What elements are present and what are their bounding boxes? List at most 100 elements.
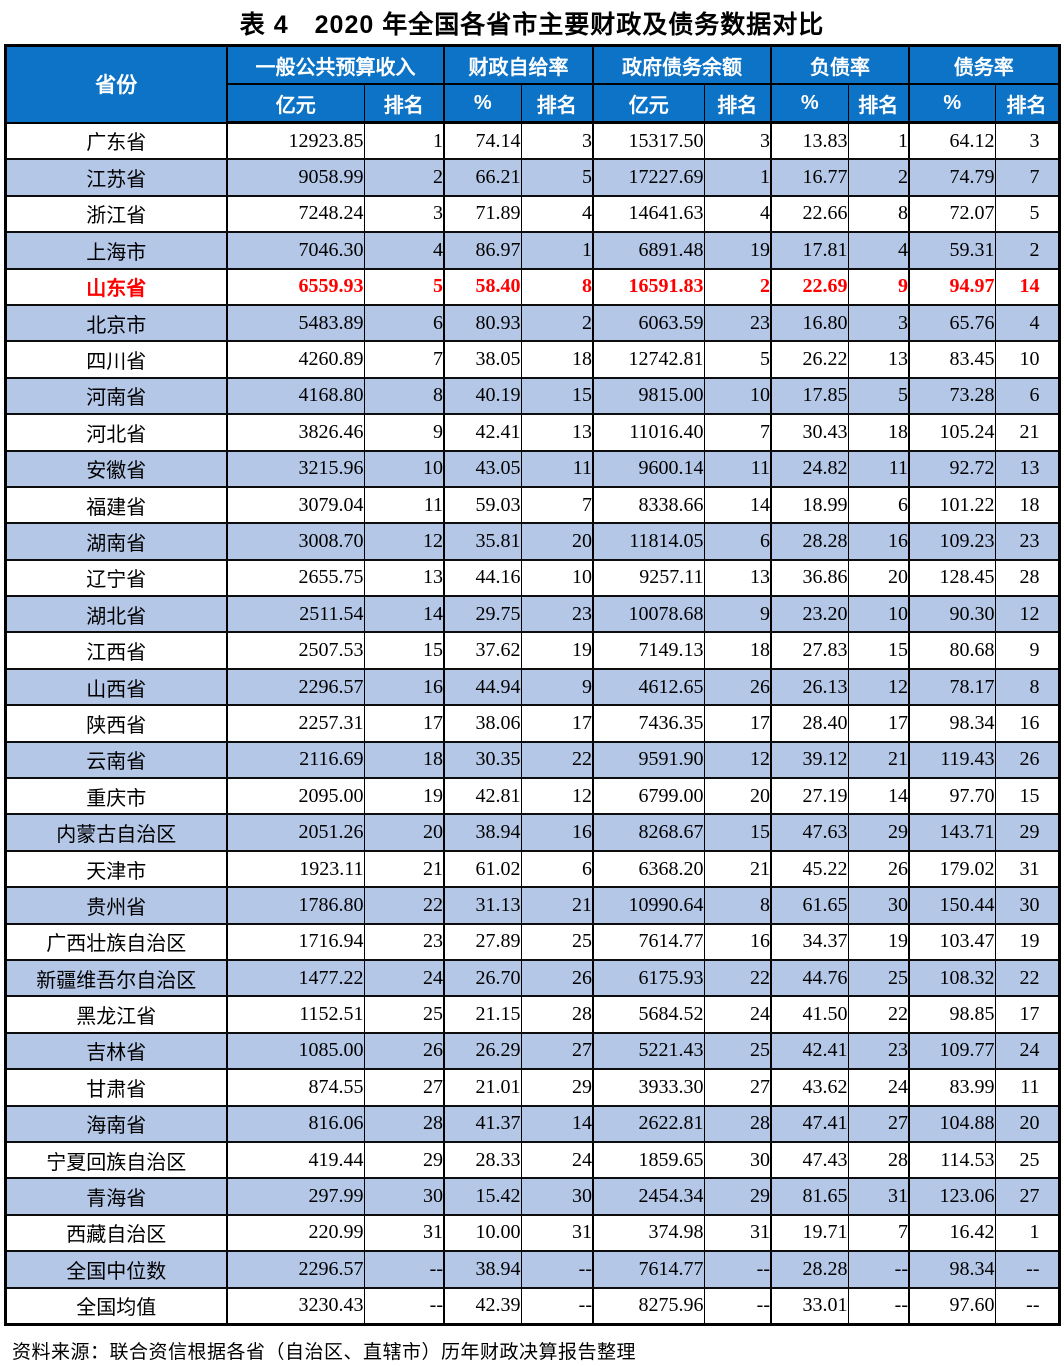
- value-cell: 4: [847, 231, 910, 270]
- value-cell: 9058.99: [226, 158, 365, 197]
- value-cell: 20: [363, 813, 445, 852]
- value-cell: 22.69: [770, 267, 849, 306]
- value-cell: 7046.30: [226, 231, 365, 270]
- value-cell: 1: [847, 121, 910, 161]
- value-cell: 16.77: [770, 158, 849, 197]
- province-cell: 全国均值: [4, 1286, 228, 1326]
- value-cell: 31: [994, 849, 1060, 889]
- value-cell: 14: [520, 1104, 594, 1143]
- value-cell: 38.94: [443, 813, 522, 852]
- table-row: 四川省 4260.89 7 38.05 18 12742.81 5 26.22 …: [4, 340, 1060, 379]
- value-cell: 21: [703, 849, 772, 889]
- value-cell: 26.13: [770, 667, 849, 707]
- value-cell: 4: [994, 303, 1060, 343]
- value-cell: 18: [363, 740, 445, 780]
- value-cell: 2622.81: [592, 1104, 705, 1143]
- value-cell: 13: [363, 558, 445, 598]
- value-cell: 109.77: [908, 1031, 996, 1071]
- value-cell: 20: [520, 522, 594, 561]
- value-cell: 7: [994, 158, 1060, 197]
- table-row: 宁夏回族自治区 419.44 29 28.33 24 1859.65 30 47…: [4, 1140, 1060, 1180]
- value-cell: 19.71: [770, 1213, 849, 1253]
- province-cell: 陕西省: [4, 704, 228, 743]
- value-cell: 105.24: [908, 413, 996, 452]
- value-cell: 73.28: [908, 376, 996, 416]
- value-cell: 28: [363, 1104, 445, 1143]
- value-cell: 19: [520, 631, 594, 670]
- value-cell: 2051.26: [226, 813, 365, 852]
- value-cell: 12: [994, 595, 1060, 634]
- value-cell: 42.41: [443, 413, 522, 452]
- value-cell: 30: [994, 886, 1060, 925]
- value-cell: 10: [703, 376, 772, 416]
- table-row: 福建省 3079.04 11 59.03 7 8338.66 14 18.99 …: [4, 485, 1060, 525]
- table-row: 黑龙江省 1152.51 25 21.15 28 5684.52 24 41.5…: [4, 995, 1060, 1034]
- value-cell: 27: [703, 1068, 772, 1107]
- value-cell: 23.20: [770, 595, 849, 634]
- value-cell: 42.81: [443, 777, 522, 816]
- value-cell: 17227.69: [592, 158, 705, 197]
- value-cell: 13: [703, 558, 772, 598]
- value-cell: 44.76: [770, 958, 849, 998]
- value-cell: 874.55: [226, 1068, 365, 1107]
- value-cell: 26: [847, 849, 910, 889]
- value-cell: 47.41: [770, 1104, 849, 1143]
- table-row: 江西省 2507.53 15 37.62 19 7149.13 18 27.83…: [4, 631, 1060, 670]
- value-cell: 81.65: [770, 1177, 849, 1216]
- value-cell: 7149.13: [592, 631, 705, 670]
- value-cell: 12: [363, 522, 445, 561]
- value-cell: 6: [520, 849, 594, 889]
- value-cell: 27.19: [770, 777, 849, 816]
- value-cell: 3: [520, 121, 594, 161]
- value-cell: 6559.93: [226, 267, 365, 306]
- value-cell: 15: [520, 376, 594, 416]
- value-cell: 94.97: [908, 267, 996, 306]
- value-cell: 10: [363, 449, 445, 488]
- value-cell: 14: [994, 267, 1060, 306]
- value-cell: 6: [847, 485, 910, 525]
- value-cell: 11: [520, 449, 594, 488]
- value-cell: 6368.20: [592, 849, 705, 889]
- province-cell: 福建省: [4, 485, 228, 525]
- value-cell: 10: [847, 595, 910, 634]
- value-cell: 10: [520, 558, 594, 598]
- province-cell: 青海省: [4, 1177, 228, 1216]
- table-row: 江苏省 9058.99 2 66.21 5 17227.69 1 16.77 2…: [4, 158, 1060, 197]
- value-cell: 17: [703, 704, 772, 743]
- header-group-debt-ratio: 债务率: [908, 44, 1060, 85]
- province-cell: 山西省: [4, 667, 228, 707]
- table-row: 贵州省 1786.80 22 31.13 21 10990.64 8 61.65…: [4, 886, 1060, 925]
- value-cell: 13.83: [770, 121, 849, 161]
- table-row: 广东省 12923.85 1 74.14 3 15317.50 3 13.83 …: [4, 121, 1060, 161]
- value-cell: 1477.22: [226, 958, 365, 998]
- value-cell: 2116.69: [226, 740, 365, 780]
- province-cell: 浙江省: [4, 194, 228, 234]
- value-cell: 9815.00: [592, 376, 705, 416]
- header-rank-1: 排名: [363, 83, 445, 124]
- value-cell: 220.99: [226, 1213, 365, 1253]
- value-cell: 30.35: [443, 740, 522, 780]
- value-cell: 58.40: [443, 267, 522, 306]
- header-group-self-sufficiency: 财政自给率: [443, 44, 594, 85]
- value-cell: 11016.40: [592, 413, 705, 452]
- table-row: 湖南省 3008.70 12 35.81 20 11814.05 6 28.28…: [4, 522, 1060, 561]
- value-cell: 92.72: [908, 449, 996, 488]
- value-cell: 21: [520, 886, 594, 925]
- value-cell: 27: [363, 1068, 445, 1107]
- value-cell: 8: [363, 376, 445, 416]
- value-cell: 3826.46: [226, 413, 365, 452]
- table-row: 云南省 2116.69 18 30.35 22 9591.90 12 39.12…: [4, 740, 1060, 780]
- value-cell: 10990.64: [592, 886, 705, 925]
- value-cell: 7: [520, 485, 594, 525]
- table-header: 省份 一般公共预算收入 财政自给率 政府债务余额 负债率 债务率 亿元 排名 %…: [4, 44, 1060, 124]
- value-cell: 44.16: [443, 558, 522, 598]
- table-row: 西藏自治区 220.99 31 10.00 31 374.98 31 19.71…: [4, 1213, 1060, 1253]
- value-cell: 22: [994, 958, 1060, 998]
- value-cell: 35.81: [443, 522, 522, 561]
- value-cell: 26: [363, 1031, 445, 1071]
- value-cell: 23: [520, 595, 594, 634]
- province-cell: 安徽省: [4, 449, 228, 488]
- province-cell: 重庆市: [4, 777, 228, 816]
- value-cell: 17.85: [770, 376, 849, 416]
